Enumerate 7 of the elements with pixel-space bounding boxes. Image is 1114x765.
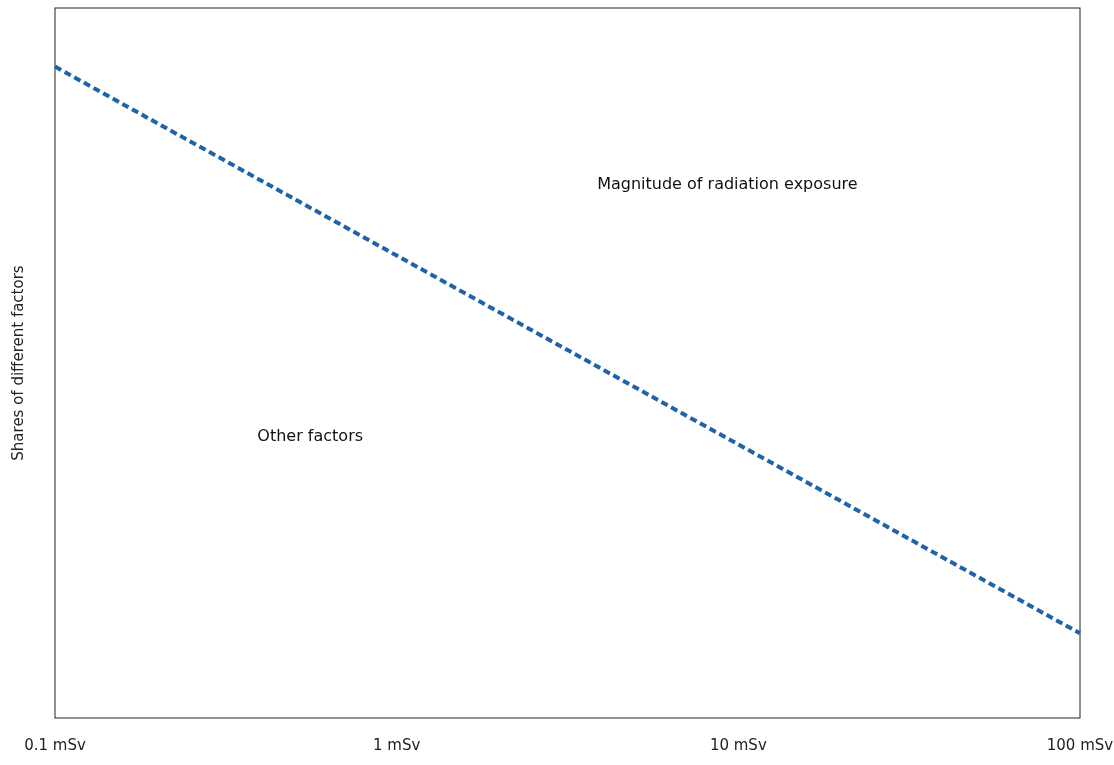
annotation: Other factors (257, 426, 364, 446)
x-tick-label: 100 mSv (1046, 736, 1114, 754)
x-tick-label: 1 mSv (373, 736, 421, 754)
x-tick-label: 10 mSv (709, 736, 767, 754)
x-tick-label: 0.1 mSv (24, 736, 86, 754)
y-axis-title: Shares of different factors (9, 265, 27, 461)
annotation: Magnitude of radiation exposure (597, 174, 858, 194)
